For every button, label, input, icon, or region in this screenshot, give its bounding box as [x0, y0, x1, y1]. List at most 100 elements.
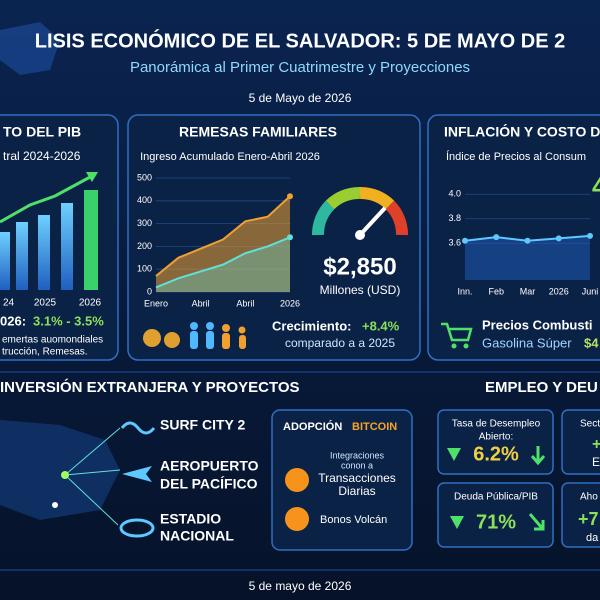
gauge-arc	[312, 200, 335, 236]
family-icons	[143, 322, 246, 349]
down-triangle	[447, 448, 461, 461]
bitcoin-text: Diarias	[338, 484, 375, 498]
y-tick-label: 500	[137, 172, 152, 182]
subtitle: Panorámica al Primer Cuatrimestre y Proy…	[130, 59, 470, 76]
y-tick-label: 4.0	[448, 189, 461, 199]
point	[287, 234, 293, 241]
bar	[84, 190, 98, 290]
stadium-icon	[119, 518, 155, 538]
down-arrow	[528, 513, 545, 531]
comparison: comparado a a 2025	[285, 336, 395, 350]
cart-icon	[441, 322, 473, 349]
project-name: NACIONAL	[160, 528, 234, 544]
card-label: da	[586, 532, 599, 544]
title: LISIS ECONÓMICO DE EL SALVADOR: 5 DE MAY…	[35, 28, 565, 52]
down-arrow	[530, 446, 546, 466]
gauge-needle	[358, 206, 387, 237]
point	[287, 193, 293, 200]
card-label: Abierto:	[479, 432, 513, 443]
line	[155, 195, 291, 277]
gauge-hub	[355, 230, 365, 240]
section-title: INVERSIÓN EXTRANJERA Y PROYECTOS	[0, 378, 300, 396]
x-tick-label: Abril	[192, 298, 210, 308]
map	[0, 420, 121, 526]
panel-subtitle: tral 2024-2026	[3, 149, 81, 163]
card	[561, 409, 600, 475]
x-label: 24	[3, 298, 15, 309]
area	[156, 196, 290, 292]
driver-text: emertas auomondiales	[2, 335, 103, 346]
fuel-value: $4	[584, 335, 599, 350]
project-name: DEL PACÍFICO	[160, 476, 258, 492]
gauge	[312, 187, 408, 240]
y-tick-label: 3.6	[448, 238, 461, 248]
growth-value: +8.4%	[362, 318, 400, 333]
map-shape	[0, 22, 60, 75]
growth-label: Crecimiento:	[272, 318, 351, 333]
fuel-label: Gasolina Súper	[482, 335, 572, 350]
remittances-chart: 0 100 200 300 400 500 Enero Abril Abril 2026	[137, 172, 300, 308]
person	[238, 326, 246, 334]
y-tick-label: 200	[137, 241, 152, 251]
section-title: EMPLEO Y DEU	[485, 379, 598, 396]
big-value: 4	[592, 171, 600, 201]
driver-text: trucción, Remesas.	[2, 347, 88, 358]
panel-title: REMESAS FAMILIARES	[179, 124, 337, 140]
x-tick-label: 2026	[549, 286, 569, 296]
card	[437, 482, 554, 548]
card-value: +7	[578, 509, 599, 529]
card-label: Deuda Pública/PIB	[454, 492, 538, 503]
fuel-title: Precios Combusti	[482, 317, 593, 332]
point	[524, 237, 531, 244]
card-value: 71%	[476, 511, 516, 533]
money-bag	[164, 332, 180, 348]
point	[462, 237, 468, 244]
gauge-arc	[359, 187, 395, 210]
bitcoin-title: BITCOIN	[352, 421, 397, 433]
gauge-arc	[385, 200, 408, 236]
y-tick-label: 400	[137, 195, 152, 205]
card-label: E	[592, 455, 600, 469]
down-triangle	[450, 516, 464, 529]
y-tick-label: 3.8	[448, 213, 461, 223]
bar	[0, 232, 10, 290]
bitcoin-text: Transacciones	[318, 471, 396, 485]
x-tick-label: Juni	[582, 286, 599, 296]
card-value: 6.2%	[473, 443, 519, 465]
projection-value: 3.1% - 3.5%	[33, 313, 104, 328]
projection-label: 026:	[0, 313, 26, 328]
card-label: Tasa de Desempleo	[452, 419, 541, 430]
map-link	[64, 427, 121, 526]
person	[190, 322, 198, 330]
card	[561, 482, 600, 548]
amount-unit: Millones (USD)	[320, 283, 401, 297]
project-name: SURF CITY 2	[160, 417, 246, 433]
person	[222, 324, 230, 332]
point	[555, 235, 562, 242]
point	[493, 234, 500, 241]
area	[465, 235, 590, 280]
bitcoin-text: Integraciones	[330, 450, 385, 460]
map-dot	[52, 502, 58, 508]
cart-wheel	[463, 343, 469, 349]
plane-icon	[122, 466, 152, 482]
cart-wheel	[451, 343, 457, 349]
project-icons	[119, 421, 156, 538]
panel-title: INFLACIÓN Y COSTO D	[444, 123, 600, 140]
panel-subtitle: Índice de Precios al Consum	[446, 150, 586, 163]
project-name: ESTADIO	[160, 511, 221, 527]
bar	[16, 222, 28, 290]
cart	[441, 322, 473, 342]
project-name: AEROPUERTO	[160, 458, 259, 474]
card-value: +	[592, 436, 600, 453]
money-bag	[143, 329, 161, 347]
map-dot	[61, 471, 69, 479]
x-label: 2026	[79, 298, 102, 309]
person	[206, 322, 214, 330]
y-tick-label: 300	[137, 218, 152, 228]
panel	[427, 114, 600, 361]
bar	[61, 203, 73, 290]
footer-date: 5 de mayo de 2026	[249, 579, 352, 593]
panel-title: TO DEL PIB	[3, 124, 81, 140]
